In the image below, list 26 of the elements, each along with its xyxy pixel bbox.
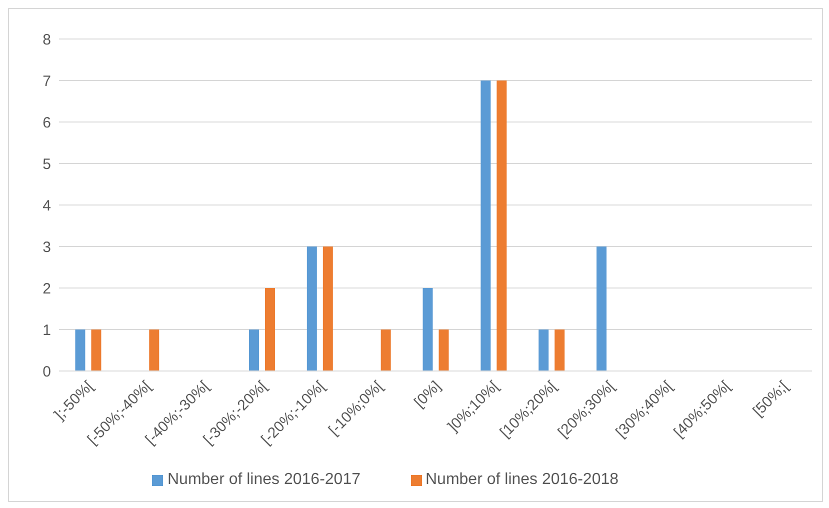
y-tick-label: 2 (42, 280, 51, 298)
y-tick-label: 7 (42, 72, 51, 90)
bar (306, 246, 317, 371)
legend-label: Number of lines 2016-2017 (167, 471, 360, 488)
y-tick-label: 8 (42, 31, 51, 48)
y-tick-label: 4 (42, 197, 51, 214)
bar (596, 246, 607, 371)
bar (538, 330, 549, 371)
y-tick-label: 5 (42, 156, 51, 173)
y-tick-label: 6 (42, 114, 51, 132)
bar (149, 330, 160, 371)
bar (264, 288, 275, 371)
bar (422, 288, 433, 371)
bar (91, 330, 102, 371)
y-tick-label: 3 (42, 238, 51, 256)
bar (554, 330, 565, 371)
bar (75, 330, 86, 371)
bar (438, 330, 449, 371)
bar (322, 246, 333, 371)
y-tick-label: 1 (42, 322, 51, 339)
bar (248, 330, 259, 371)
y-tick-label: 0 (42, 363, 51, 380)
bar (380, 330, 391, 371)
bar (480, 80, 491, 371)
legend-label: Number of lines 2016-2018 (426, 471, 619, 488)
bar (496, 80, 507, 371)
